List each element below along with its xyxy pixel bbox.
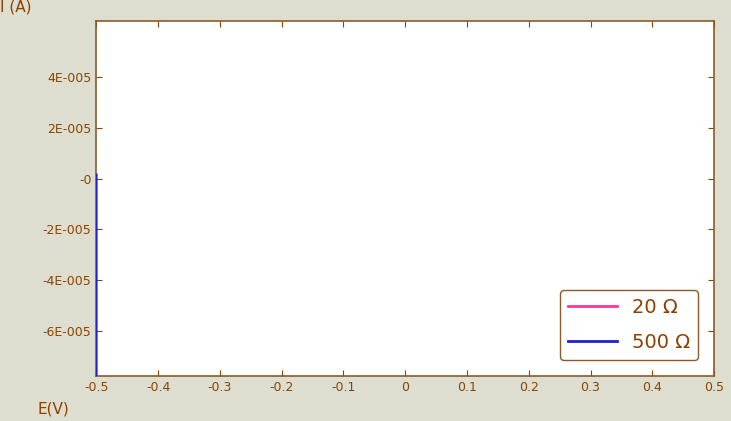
- Legend: 20 Ω, 500 Ω: 20 Ω, 500 Ω: [560, 290, 698, 360]
- Y-axis label: I (A): I (A): [0, 0, 31, 14]
- X-axis label: E(V): E(V): [37, 401, 69, 416]
